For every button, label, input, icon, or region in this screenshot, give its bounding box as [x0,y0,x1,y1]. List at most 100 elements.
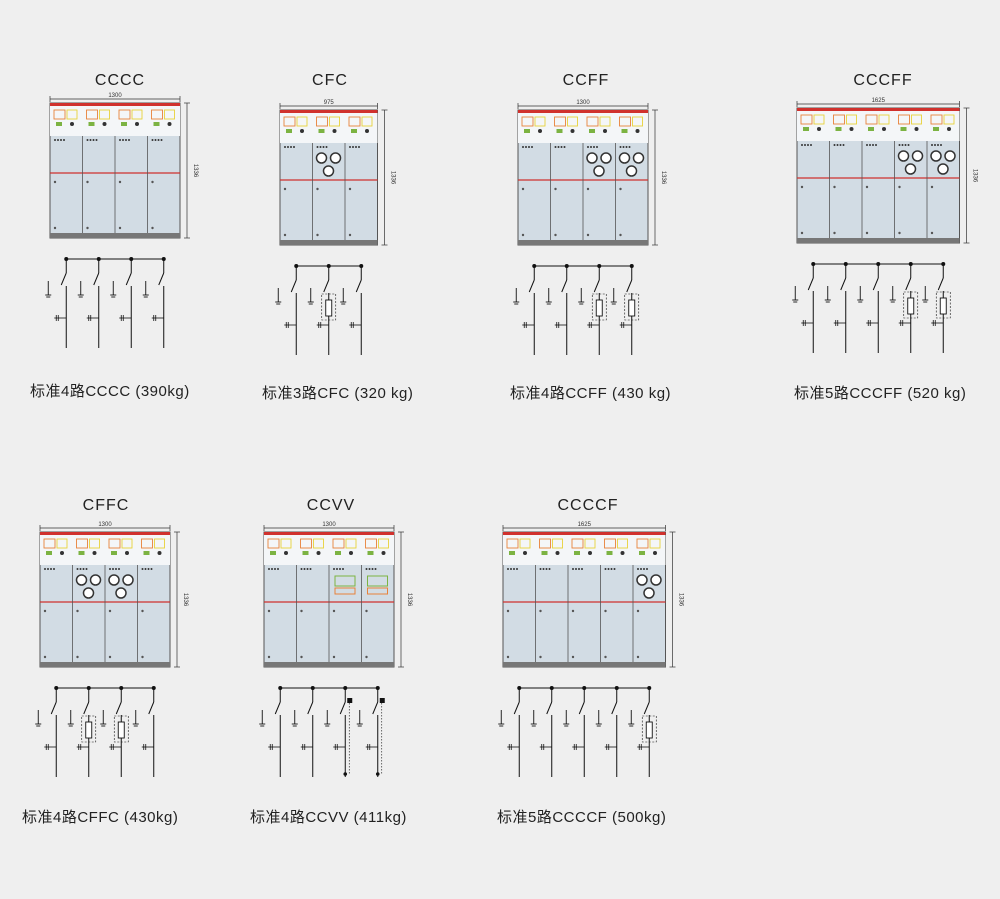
interlock-dot [563,146,566,148]
status-light [367,551,374,555]
indicator-box [649,538,661,549]
cabinet-top-strip [797,108,960,111]
indicator-box [519,538,531,549]
switchgear-drawing: 1300 1336 [259,522,412,777]
switch-blade [840,277,847,291]
status-light [56,122,62,126]
width-dimension-label: 1300 [322,522,336,528]
interlock-dot [875,144,877,146]
unit-caption: 标准5路CCCCF (500kg) [497,809,667,826]
status-light [318,129,325,133]
interlock-dot [336,568,338,570]
indicator-box [141,538,153,549]
status-light [335,551,341,555]
interlock-dot [79,568,82,570]
interlock-dot [85,568,88,570]
fuse-disc [75,574,88,586]
fuse-enclosure [641,715,657,743]
control-knob [316,551,321,555]
door-dot [141,655,144,659]
door-dot [554,187,557,191]
interlock-dot [934,144,936,146]
interlock-dot [303,568,306,570]
fuse-disc [904,163,917,175]
indicator-box [131,109,143,120]
interlock-dot [306,568,309,570]
control-knob [332,129,337,133]
indicator-box [604,538,616,549]
interlock-dot [274,568,276,570]
indicator-box [584,538,596,549]
interlock-dot [522,146,524,148]
indicator-box [911,114,922,125]
interlock-dot [287,146,289,148]
fuse-enclosure [591,293,607,321]
switch-blade [546,701,553,715]
indicator-box [56,538,68,549]
interlock-dot [284,146,286,148]
drawing-group: 1300 1336 [45,93,198,348]
switch-blade [307,701,314,715]
interlock-dot [60,139,62,141]
switchgear-drawing: 1625 1336 [792,98,978,353]
indicator-box [154,538,165,549]
interlock-dot [63,139,65,141]
unit-title: CCCCF [557,497,619,514]
unit-title: CCCC [94,72,146,89]
switchgear-drawing: 1300 1336 [45,93,198,348]
cabinet-top-strip [264,532,394,535]
indicator-box [521,116,534,127]
interlock-dot [109,568,111,570]
fuse-disc [937,163,949,175]
control-knob [135,122,139,126]
control-knob [92,551,97,555]
status-light [524,129,530,133]
indicator-box [800,114,813,125]
interlock-dot [836,144,839,146]
control-knob [947,127,951,131]
door-dot [636,655,640,659]
interlock-dot [125,139,127,141]
fuse-symbol [645,721,653,739]
interlock-dot [539,568,542,570]
fuse-symbol [595,299,603,317]
fuse-disc [122,574,134,586]
unit-title: CFFC [82,497,130,514]
interlock-dot [613,568,616,570]
interlock-dot [300,568,303,570]
door-dot [300,609,303,613]
control-knob [603,129,607,133]
switch-blade [905,277,912,291]
fuse-disc [322,165,335,177]
indicator-box [108,538,121,549]
switch-blade [60,272,67,286]
interlock-dot [57,139,59,141]
status-light [835,127,842,131]
interlock-dot [82,568,85,570]
control-panel-area [797,111,960,141]
interlock-dot [86,139,89,141]
interlock-dot [610,568,613,570]
indicator-box [619,116,631,127]
interlock-dot [646,568,648,570]
door-dot [283,233,287,237]
control-panel-area [50,106,180,136]
control-knob [284,551,288,555]
unit-title: CCVV [306,497,356,514]
status-light [88,122,95,126]
switch-blade [937,277,944,291]
indicator-box [813,114,825,125]
status-light [868,127,874,131]
control-knob [849,127,854,131]
switch-blade [513,701,520,715]
control-knob [60,551,64,555]
interlock-dot [575,568,577,570]
unit-caption: 标准4路CCFF (430 kg) [510,385,672,402]
door-dot [365,655,368,659]
cabinet-top-strip [503,532,666,535]
control-knob [300,129,304,133]
door-dot [43,655,47,659]
status-light [639,551,645,555]
door-dot [506,655,510,659]
switch-blade [593,279,600,293]
